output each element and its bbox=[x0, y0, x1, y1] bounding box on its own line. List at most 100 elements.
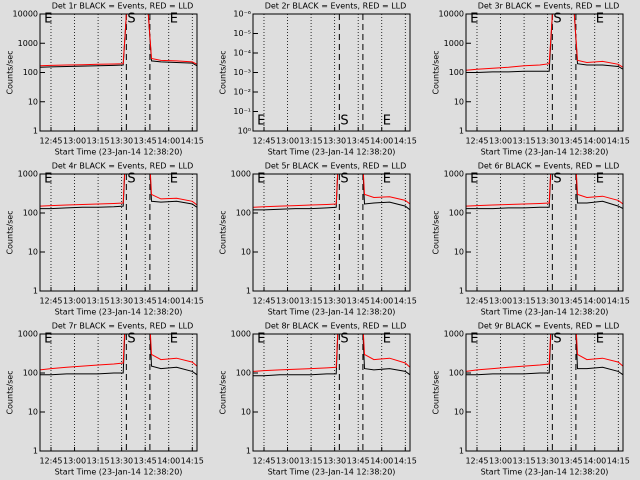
x-tick-label: 13:30 bbox=[110, 457, 133, 466]
y-tick-label: 1000 bbox=[444, 39, 464, 48]
y-tick-label: 100 bbox=[23, 369, 38, 378]
series-line bbox=[253, 334, 410, 377]
x-tick-label: 13:45 bbox=[347, 297, 370, 306]
x-tick-label: 13:45 bbox=[134, 457, 157, 466]
plot-frame bbox=[252, 13, 411, 132]
x-tick-label: 14:00 bbox=[370, 137, 393, 146]
x-tick-label: 12:45 bbox=[39, 297, 62, 306]
annotation: E bbox=[257, 114, 265, 129]
y-tick-label: 10⁻⁵ bbox=[233, 29, 251, 38]
x-tick-label: 13:30 bbox=[110, 297, 133, 306]
x-axis-label: Start Time (23-Jan-14 12:38:20) bbox=[55, 308, 183, 317]
panel: Det 2r BLACK = Events, RED = LLD Start Ti… bbox=[219, 2, 417, 157]
y-tick-label: 10⁻³ bbox=[233, 68, 251, 77]
x-tick-label: 12:45 bbox=[465, 297, 488, 306]
y-tick-label: 10 bbox=[28, 408, 38, 417]
x-tick-label: 13:45 bbox=[134, 297, 157, 306]
y-axis-label: Counts/sec bbox=[432, 370, 441, 414]
x-tick-label: 13:45 bbox=[347, 137, 370, 146]
annotation: E bbox=[257, 332, 265, 347]
x-tick-label: 14:15 bbox=[607, 137, 630, 146]
x-tick-label: 12:45 bbox=[252, 297, 275, 306]
plot-frame bbox=[39, 333, 198, 452]
y-axis-label: Counts/sec bbox=[219, 210, 228, 254]
panel: Det 8r BLACK = Events, RED = LLD Start Ti… bbox=[219, 322, 417, 477]
y-tick-label: 1000 bbox=[231, 330, 251, 339]
plot-frame bbox=[252, 333, 411, 452]
y-tick-label: 1 bbox=[459, 287, 464, 296]
annotation: E bbox=[470, 12, 478, 27]
y-tick-label: 10 bbox=[28, 248, 38, 257]
x-tick-label: 14:15 bbox=[607, 457, 630, 466]
y-axis-label: Counts/sec bbox=[6, 210, 15, 254]
x-tick-label: 13:15 bbox=[87, 137, 110, 146]
x-tick-label: 12:45 bbox=[252, 457, 275, 466]
plot-frame bbox=[39, 13, 198, 132]
x-tick-label: 12:45 bbox=[39, 137, 62, 146]
y-tick-label: 10⁻¹ bbox=[233, 107, 251, 116]
series-line bbox=[40, 334, 197, 376]
y-tick-label: 10⁰ bbox=[238, 127, 251, 136]
annotation: S bbox=[340, 332, 348, 347]
x-tick-label: 14:15 bbox=[181, 137, 204, 146]
y-tick-label: 1 bbox=[33, 127, 38, 136]
annotation: E bbox=[470, 332, 478, 347]
x-tick-label: 13:00 bbox=[489, 297, 512, 306]
annotation: E bbox=[596, 332, 604, 347]
y-tick-label: 10 bbox=[454, 408, 464, 417]
x-tick-label: 14:15 bbox=[394, 457, 417, 466]
annotation: S bbox=[553, 12, 561, 27]
y-tick-label: 100 bbox=[236, 209, 251, 218]
series-line bbox=[40, 174, 197, 207]
x-tick-label: 13:15 bbox=[87, 457, 110, 466]
x-tick-label: 14:00 bbox=[370, 297, 393, 306]
plot-frame bbox=[465, 13, 624, 132]
annotation: E bbox=[383, 332, 391, 347]
x-tick-label: 13:45 bbox=[347, 457, 370, 466]
x-tick-label: 13:30 bbox=[536, 297, 559, 306]
x-tick-label: 14:15 bbox=[181, 297, 204, 306]
series-line bbox=[40, 174, 197, 210]
y-axis-label: Counts/sec bbox=[432, 50, 441, 94]
annotation: S bbox=[553, 332, 561, 347]
annotation: S bbox=[127, 332, 135, 347]
y-tick-label: 10 bbox=[454, 248, 464, 257]
x-tick-label: 14:00 bbox=[157, 297, 180, 306]
x-tick-label: 14:00 bbox=[157, 137, 180, 146]
y-tick-label: 100 bbox=[23, 209, 38, 218]
y-axis-label: Counts/sec bbox=[432, 210, 441, 254]
y-tick-label: 1 bbox=[459, 447, 464, 456]
y-tick-label: 10 bbox=[454, 97, 464, 106]
chart-title: Det 6r BLACK = Events, RED = LLD bbox=[478, 162, 620, 171]
plot-frame bbox=[39, 173, 198, 292]
panel: Det 9r BLACK = Events, RED = LLD Start Ti… bbox=[432, 322, 630, 477]
x-tick-label: 13:30 bbox=[323, 137, 346, 146]
x-tick-label: 13:30 bbox=[536, 457, 559, 466]
x-tick-label: 14:00 bbox=[583, 457, 606, 466]
x-tick-label: 13:00 bbox=[489, 137, 512, 146]
y-tick-label: 100 bbox=[23, 68, 38, 77]
y-tick-label: 1 bbox=[246, 287, 251, 296]
x-axis-label: Start Time (23-Jan-14 12:38:20) bbox=[268, 308, 396, 317]
series-line bbox=[466, 334, 623, 372]
x-tick-label: 13:00 bbox=[63, 297, 86, 306]
x-tick-label: 13:00 bbox=[63, 457, 86, 466]
y-tick-label: 1 bbox=[33, 447, 38, 456]
series-line bbox=[466, 334, 623, 376]
x-axis-label: Start Time (23-Jan-14 12:38:20) bbox=[268, 148, 396, 157]
annotation: S bbox=[340, 114, 348, 129]
annotation: E bbox=[596, 172, 604, 187]
series-line bbox=[253, 174, 410, 211]
annotation: E bbox=[170, 332, 178, 347]
x-axis-label: Start Time (23-Jan-14 12:38:20) bbox=[481, 308, 609, 317]
chart-title: Det 2r BLACK = Events, RED = LLD bbox=[265, 2, 407, 11]
y-tick-label: 1 bbox=[246, 447, 251, 456]
y-tick-label: 10 bbox=[241, 408, 251, 417]
x-tick-label: 13:30 bbox=[110, 137, 133, 146]
x-tick-label: 13:45 bbox=[560, 297, 583, 306]
annotation: E bbox=[596, 12, 604, 27]
y-tick-label: 1000 bbox=[444, 330, 464, 339]
y-tick-label: 1000 bbox=[18, 170, 38, 179]
annotation: E bbox=[44, 12, 52, 27]
y-tick-label: 1 bbox=[459, 127, 464, 136]
